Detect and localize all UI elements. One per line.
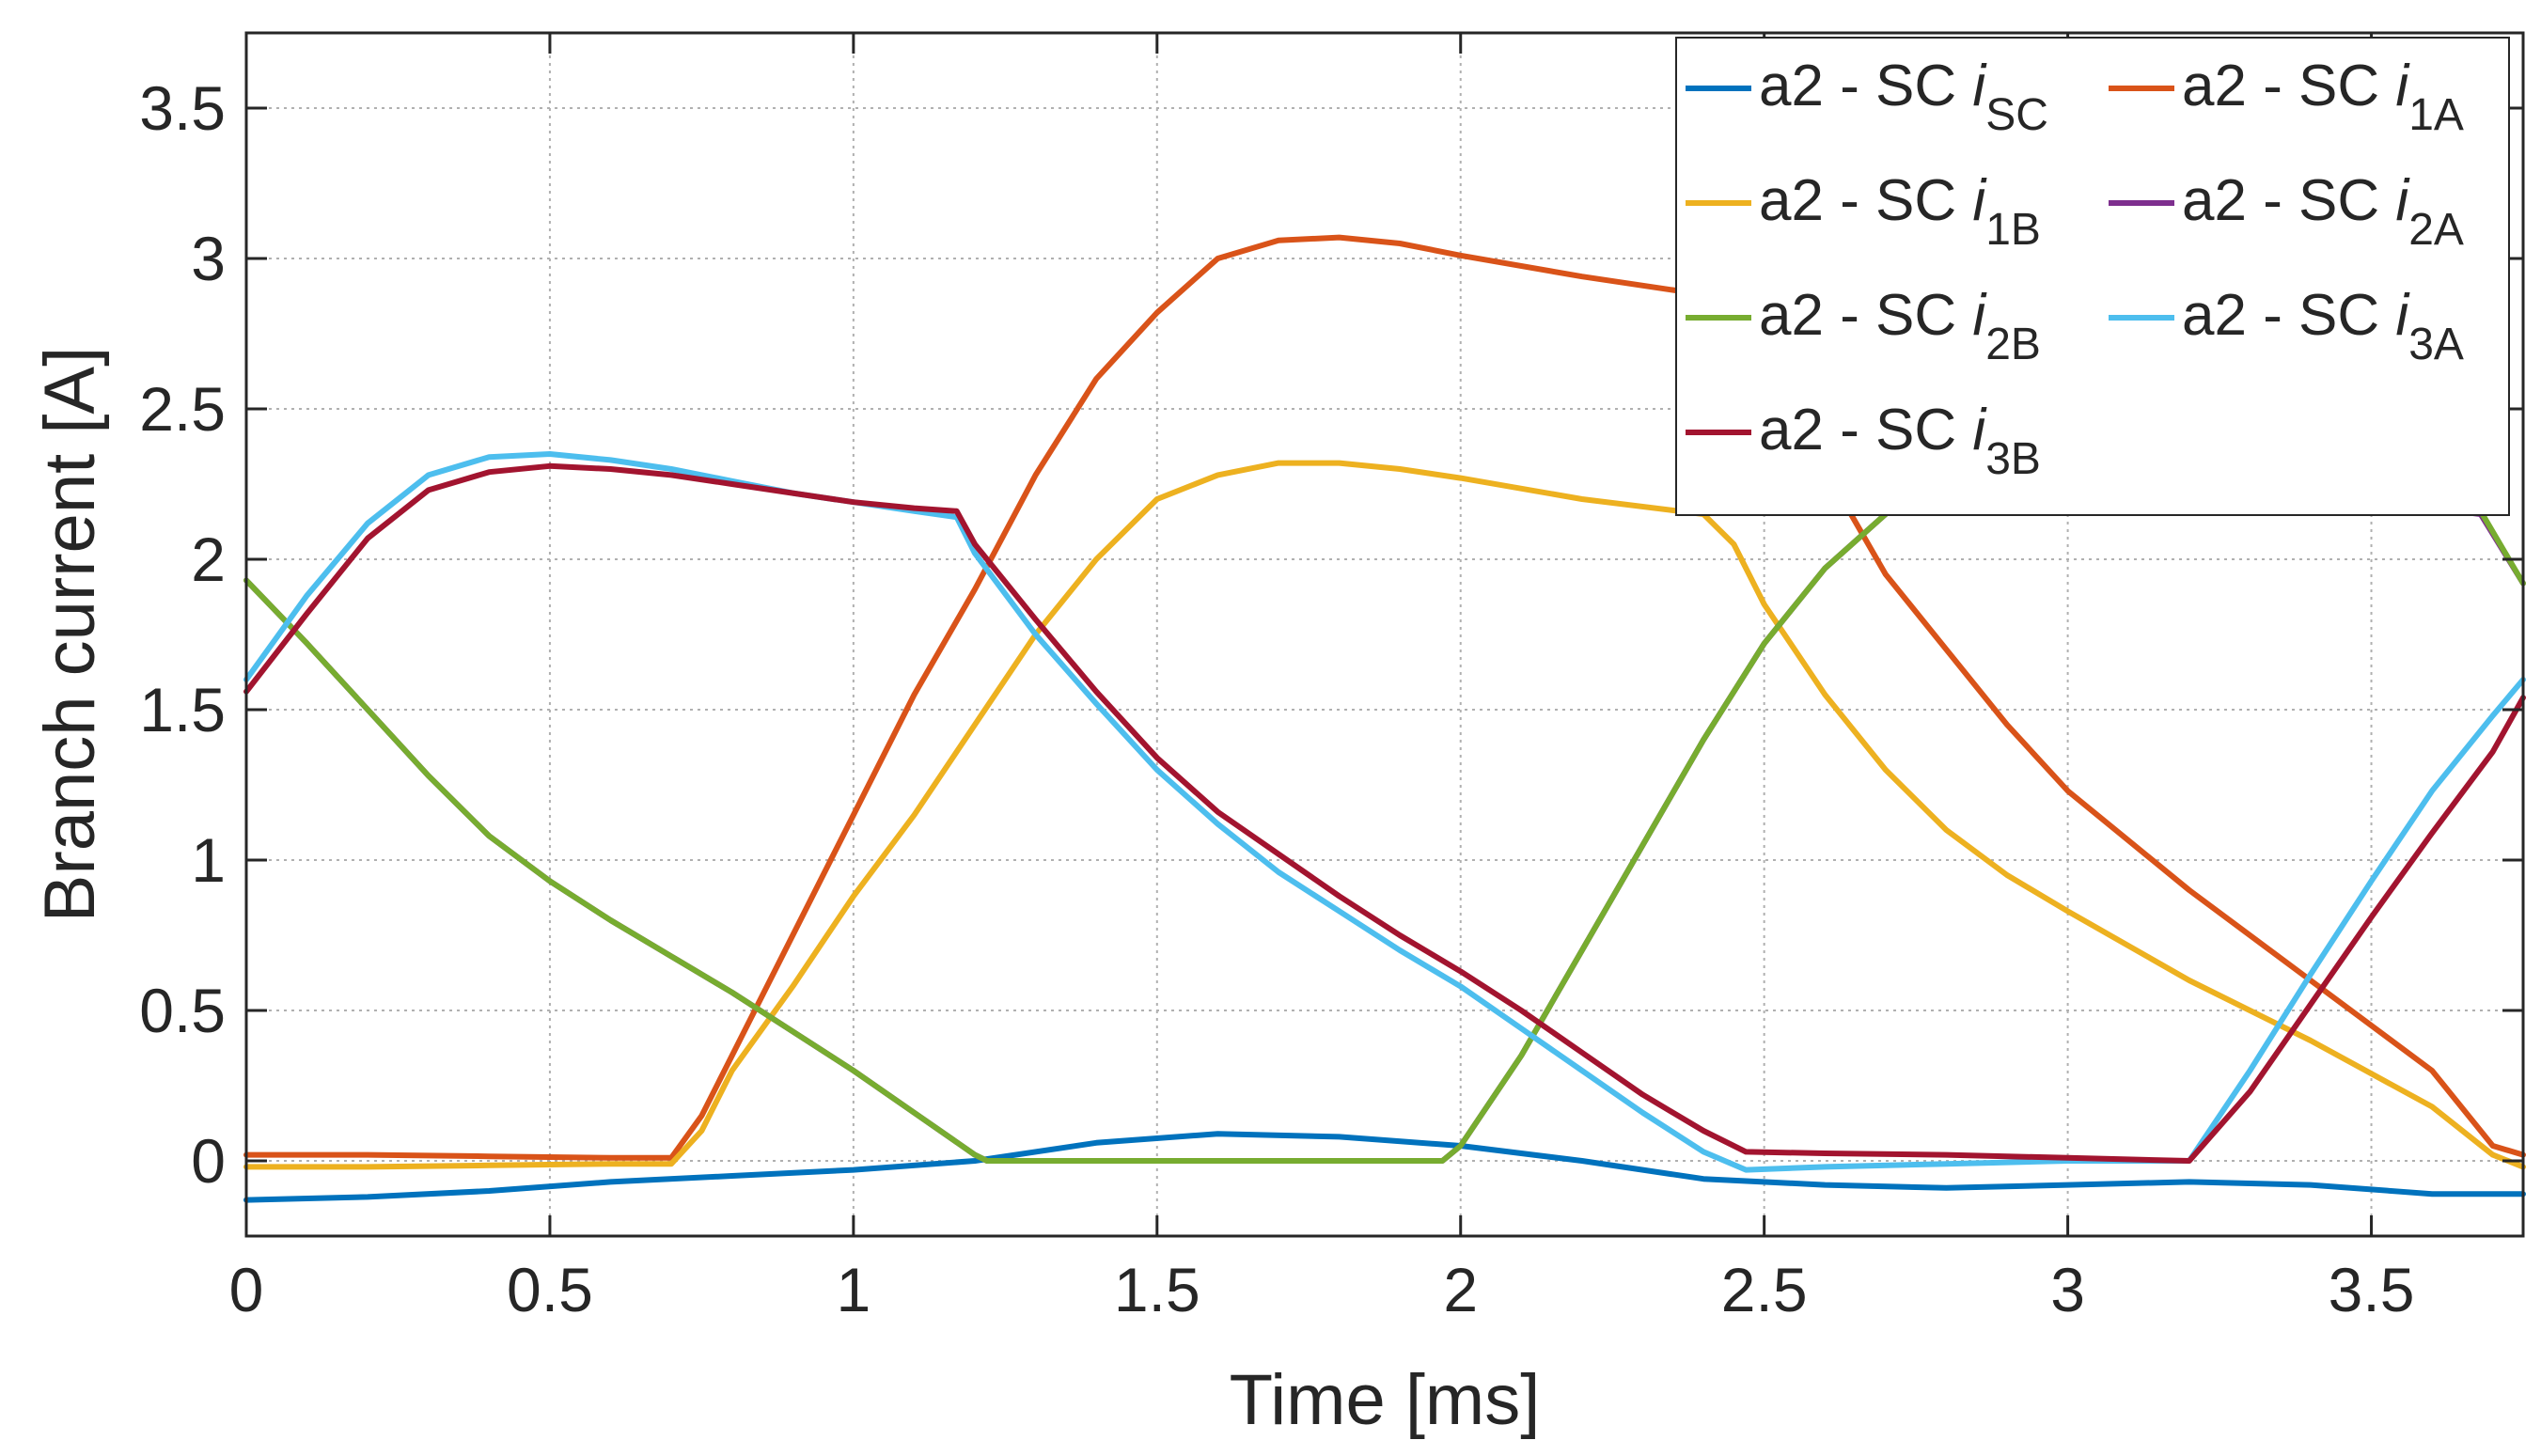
- legend-label-prefix: a2 - SC: [2182, 54, 2395, 118]
- legend-entry-1b: a2 - SC i1B: [1686, 168, 2041, 255]
- legend-label-var: i: [1972, 54, 1987, 118]
- y-tick-label: 1.5: [139, 675, 226, 744]
- axes: [244, 31, 2525, 1238]
- legend-label-var: i: [2395, 168, 2410, 233]
- legend-label-sub: 1A: [2408, 90, 2464, 140]
- legend-label-prefix: a2 - SC: [1759, 54, 1972, 118]
- legend-label-var: i: [1972, 398, 1987, 462]
- legend-entry-sc: a2 - SC iSC: [1686, 54, 2048, 140]
- y-tick-label: 2: [191, 524, 226, 594]
- legend-label-var: i: [2395, 283, 2410, 348]
- legend-label: a2 - SC i1A: [2182, 54, 2464, 140]
- x-axis-label: Time [ms]: [1230, 1360, 1541, 1440]
- legend-label: a2 - SC i3A: [2182, 283, 2464, 369]
- series-line-1a: [243, 234, 2526, 1161]
- legend-label-prefix: a2 - SC: [2182, 283, 2395, 348]
- series-line-sc: [243, 1131, 2526, 1203]
- x-tick-label: 2: [1443, 1255, 1478, 1324]
- y-tick-label: 2.5: [139, 374, 226, 444]
- x-tick-label: 3: [2050, 1255, 2085, 1324]
- legend-label-sub: 2B: [1985, 320, 2041, 369]
- y-tick-label: 0.5: [139, 976, 226, 1045]
- x-tick-label: 1.5: [1114, 1255, 1200, 1324]
- series-line-3b: [243, 462, 2526, 1164]
- legend-label-var: i: [1972, 283, 1987, 348]
- legend-entry-2a: a2 - SC i2A: [2109, 168, 2464, 255]
- tick-labels: 0 0.5 1 1.5 2 2.5 3 3.5 0 0.5 1 1.5 2 2.5 3 3.5: [139, 73, 2414, 1324]
- x-tick-label: 2.5: [1721, 1255, 1808, 1324]
- legend-label-var: i: [1972, 168, 1987, 233]
- legend-entry-1a: a2 - SC i1A: [2109, 54, 2464, 140]
- legend-label: a2 - SC i2B: [1759, 283, 2041, 369]
- legend-label: a2 - SC iSC: [1759, 54, 2048, 140]
- legend-box: [1675, 37, 2510, 516]
- y-tick-label: 0: [191, 1126, 226, 1196]
- axes-box: [244, 31, 2525, 1238]
- y-tick-label: 1: [191, 825, 226, 895]
- x-tick-label: 3.5: [2329, 1255, 2415, 1324]
- x-tick-label: 0.5: [507, 1255, 593, 1324]
- y-tick-label: 3.5: [139, 73, 226, 143]
- series-lines: [243, 234, 2526, 1203]
- legend-label-sub: 3B: [1985, 434, 2041, 484]
- legend-label-sub: 3A: [2408, 320, 2464, 369]
- legend-entry-2b: a2 - SC i2B: [1686, 283, 2041, 369]
- legend-label-prefix: a2 - SC: [1759, 398, 1972, 462]
- y-axis-label: Branch current [A]: [30, 347, 110, 923]
- legend-label: a2 - SC i1B: [1759, 168, 2041, 255]
- legend-entry-3b: a2 - SC i3B: [1686, 398, 2041, 484]
- legend-label-sub: 2A: [2408, 205, 2464, 255]
- legend-label-prefix: a2 - SC: [1759, 283, 1972, 348]
- legend-label: a2 - SC i3B: [1759, 398, 2041, 484]
- legend-label-sub: 1B: [1985, 205, 2041, 255]
- x-tick-label: 1: [837, 1255, 871, 1324]
- legend-entry-3a: a2 - SC i3A: [2109, 283, 2464, 369]
- x-tick-label: 0: [229, 1255, 264, 1324]
- y-tick-label: 3: [191, 224, 226, 293]
- legend-label-prefix: a2 - SC: [1759, 168, 1972, 233]
- legend-label-var: i: [2395, 54, 2410, 118]
- legend-label-sub: SC: [1985, 90, 2048, 140]
- legend-label: a2 - SC i2A: [2182, 168, 2464, 255]
- legend-label-prefix: a2 - SC: [2182, 168, 2395, 233]
- series-line-1b: [243, 460, 2526, 1170]
